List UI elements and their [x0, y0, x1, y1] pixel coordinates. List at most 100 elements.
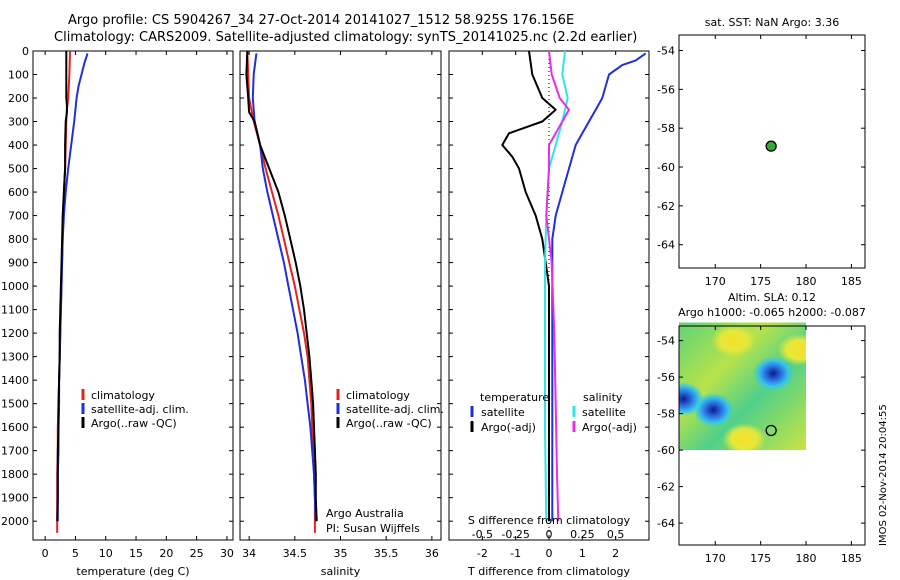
temperature-legend-label: satellite	[481, 406, 525, 419]
sla-map-axes-frame	[678, 325, 866, 546]
depth-tick-label: 1200	[1, 327, 29, 340]
sla-high-anomaly	[777, 333, 807, 366]
sst-map-xtick-label: 185	[841, 275, 862, 288]
difference-xtick-label: 2	[612, 547, 619, 560]
salinity-legend-label: satellite-adj. clim.	[346, 403, 444, 416]
difference-xlabel: T difference from climatology	[467, 565, 630, 578]
difference-top-tick-label: -0.25	[501, 528, 529, 541]
temperature-xlabel: temperature (deg C)	[76, 565, 189, 578]
sla-high-anomaly	[711, 324, 756, 357]
sla-map-ytick-label: -56	[657, 371, 675, 384]
sla-title-line1: Altim. SLA: 0.12	[728, 291, 816, 304]
difference-xlabel-top: S difference from climatology	[468, 514, 631, 527]
depth-tick-label: 1800	[1, 468, 29, 481]
sla-low-anomaly	[693, 392, 734, 427]
salinity-xtick-label: 34	[242, 547, 256, 560]
sla-map-ytick-label: -58	[657, 408, 675, 421]
depth-tick-label: 800	[8, 233, 29, 246]
sla-low-anomaly	[679, 382, 704, 416]
sst-map-xtick-label: 170	[705, 275, 726, 288]
salinity-series-line	[245, 50, 318, 522]
sla-map-ytick-label: -54	[657, 335, 675, 348]
difference-top-tick-label: 0.5	[607, 528, 625, 541]
depth-tick-label: 500	[8, 163, 29, 176]
temperature-xtick-label: 0	[42, 547, 49, 560]
sla-map-xtick-label: 170	[705, 552, 726, 565]
depth-tick-label: 1100	[1, 304, 29, 317]
depth-tick-label: 200	[8, 92, 29, 105]
sst-map-ytick-label: -60	[657, 161, 675, 174]
sla-map-xtick-label: 185	[841, 552, 862, 565]
depth-tick-label: 1900	[1, 492, 29, 505]
sla-map-ytick-label: -62	[657, 481, 675, 494]
salinity-xtick-label: 35.5	[374, 547, 399, 560]
temperature-axes-frame	[32, 50, 234, 541]
sst-map-ytick-label: -64	[657, 239, 675, 252]
temperature-series-line	[56, 51, 68, 522]
sst-map-ytick-label: -56	[657, 83, 675, 96]
sla-map-argo-position-marker	[765, 424, 777, 437]
depth-tick-label: 2000	[1, 515, 29, 528]
difference-series-line	[545, 50, 570, 522]
salinity-legend-label: Argo(..raw -QC)	[346, 417, 432, 430]
figure-title-line2: Climatology: CARS2009. Satellite-adjuste…	[54, 30, 638, 45]
difference-top-tick-label: 0.25	[570, 528, 595, 541]
sst-map-argo-position-marker	[765, 140, 777, 152]
sla-title-line2: Argo h1000: -0.065 h2000: -0.087	[678, 306, 866, 319]
salinity-annotation: Argo Australia	[326, 507, 404, 520]
temperature-xtick-label: 25	[190, 547, 204, 560]
salinity-legend-heading: salinity	[583, 391, 623, 404]
sst-title: sat. SST: NaN Argo: 3.36	[705, 16, 839, 29]
depth-tick-label: 1600	[1, 421, 29, 434]
temperature-xtick-label: 20	[159, 547, 173, 560]
difference-top-tick-label: 0	[546, 528, 553, 541]
sst-map-ytick-label: -54	[657, 45, 675, 58]
salinity-legend-label: climatology	[346, 389, 410, 402]
temperature-xtick-label: 10	[99, 547, 113, 560]
depth-tick-label: 1300	[1, 351, 29, 364]
temperature-legend-label: Argo(-adj)	[481, 421, 536, 434]
salinity-xlabel: salinity	[321, 565, 361, 578]
temperature-legend-heading: temperature	[480, 391, 549, 404]
difference-top-tick-label: -0.5	[472, 528, 493, 541]
depth-tick-label: 600	[8, 186, 29, 199]
depth-tick-label: 100	[8, 69, 29, 82]
sla-field	[679, 322, 807, 451]
sla-map-xtick-label: 175	[750, 552, 771, 565]
sla-map-ytick-label: -64	[657, 517, 675, 530]
sst-map-axes-frame	[678, 34, 866, 269]
salinity-series-line	[246, 50, 316, 533]
depth-tick-label: 400	[8, 139, 29, 152]
imos-timestamp: IMOS 02-Nov-2014 20:04:55	[878, 404, 889, 546]
salinity-xtick-label: 35	[334, 547, 348, 560]
depth-tick-label: 1700	[1, 445, 29, 458]
temperature-xtick-label: 15	[129, 547, 143, 560]
salinity-annotation: PI: Susan Wijffels	[326, 522, 420, 535]
depth-tick-label: 1400	[1, 374, 29, 387]
depth-tick-label: 1000	[1, 280, 29, 293]
temperature-legend-label: satellite-adj. clim.	[91, 403, 189, 416]
sla-high-anomaly	[722, 423, 767, 451]
difference-xtick-label: -1	[510, 547, 521, 560]
temperature-legend-label: Argo(..raw -QC)	[91, 417, 177, 430]
depth-tick-label: 0	[22, 45, 29, 58]
difference-xtick-label: -2	[477, 547, 488, 560]
temperature-xtick-label: 30	[220, 547, 234, 560]
sla-low-anomaly	[753, 356, 794, 391]
sla-map-ytick-label: -60	[657, 444, 675, 457]
depth-tick-label: 1500	[1, 398, 29, 411]
difference-series-line	[551, 52, 647, 522]
temperature-series-line	[56, 53, 89, 522]
figure-title-line1: Argo profile: CS 5904267_34 27-Oct-2014 …	[68, 13, 575, 28]
difference-series-line	[501, 50, 557, 522]
temperature-xtick-label: 5	[72, 547, 79, 560]
salinity-xtick-label: 34.5	[283, 547, 308, 560]
sla-map-xtick-label: 180	[796, 552, 817, 565]
difference-xtick-label: 1	[579, 547, 586, 560]
salinity-xtick-label: 36	[425, 547, 439, 560]
salinity-legend-label: satellite	[582, 406, 626, 419]
salinity-legend-label: Argo(-adj)	[582, 421, 637, 434]
salinity-series-line	[251, 53, 317, 522]
sst-map-xtick-label: 175	[750, 275, 771, 288]
